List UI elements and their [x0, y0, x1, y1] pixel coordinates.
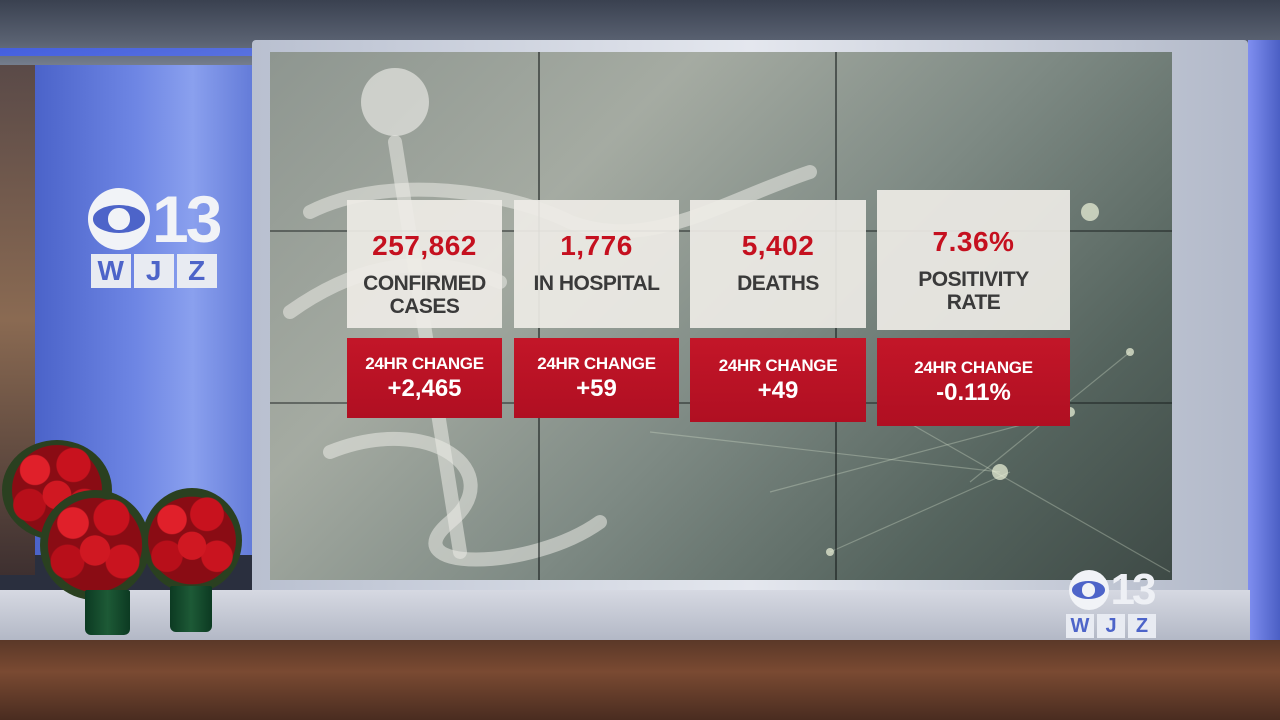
stat-card-deaths: 5,402 DEATHS — [690, 200, 866, 328]
stat-card-positivity: 7.36% POSITIVITY RATE — [877, 190, 1070, 330]
stat-card-confirmed: 257,862 CONFIRMED CASES — [347, 200, 502, 328]
studio-floor — [0, 640, 1280, 720]
change-label: 24HR CHANGE — [914, 357, 1033, 377]
stat-label: DEATHS — [737, 272, 819, 295]
change-value: -0.11% — [936, 378, 1011, 406]
logo-letter: J — [1097, 614, 1125, 638]
logo-letter: W — [90, 254, 131, 288]
stat-value: 1,776 — [560, 230, 633, 261]
logo-letter: W — [1066, 614, 1094, 638]
logo-letter: Z — [176, 254, 217, 288]
stat-value: 7.36% — [932, 226, 1015, 257]
stat-card-hospital: 1,776 IN HOSPITAL — [514, 200, 679, 328]
change-card-deaths: 24HR CHANGE +49 — [690, 338, 866, 422]
stat-value: 5,402 — [741, 230, 815, 261]
change-value: +59 — [576, 374, 617, 402]
cbs-eye-icon — [1068, 570, 1109, 610]
logo-letter: J — [133, 254, 174, 288]
change-value: +49 — [757, 376, 799, 404]
logo-letter: Z — [1128, 614, 1156, 638]
stat-label: POSITIVITY RATE — [918, 268, 1029, 314]
studio-right-edge — [1248, 40, 1280, 650]
change-value: +2,465 — [387, 374, 462, 402]
logo-number: 13 — [1110, 565, 1157, 614]
change-card-positivity: 24HR CHANGE -0.11% — [877, 338, 1070, 426]
change-label: 24HR CHANGE — [537, 353, 656, 373]
cbs-eye-icon — [88, 188, 150, 250]
station-logo-pillar: 13 W J Z — [88, 182, 222, 288]
change-label: 24HR CHANGE — [718, 355, 838, 375]
stat-label: CONFIRMED CASES — [363, 272, 486, 318]
logo-callsign: W J Z — [1066, 614, 1156, 638]
change-card-confirmed: 24HR CHANGE +2,465 — [347, 338, 502, 418]
logo-number: 13 — [152, 182, 222, 256]
logo-callsign: W J Z — [90, 254, 217, 288]
change-label: 24HR CHANGE — [365, 353, 484, 373]
stat-label: IN HOSPITAL — [533, 272, 660, 295]
station-logo-watermark: 13 W J Z — [1066, 565, 1157, 638]
stat-value: 257,862 — [372, 230, 477, 261]
change-card-hospital: 24HR CHANGE +59 — [514, 338, 679, 418]
